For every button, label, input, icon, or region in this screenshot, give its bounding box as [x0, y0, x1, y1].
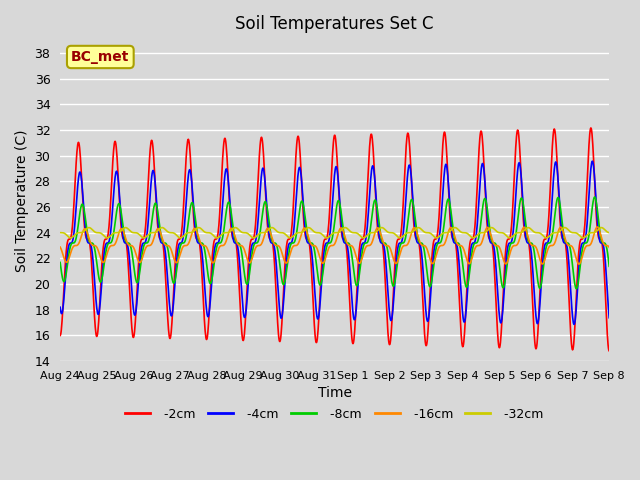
Title: Soil Temperatures Set C: Soil Temperatures Set C	[236, 15, 434, 33]
X-axis label: Time: Time	[317, 386, 351, 400]
Text: BC_met: BC_met	[71, 50, 129, 64]
Legend:  -2cm,  -4cm,  -8cm,  -16cm,  -32cm: -2cm, -4cm, -8cm, -16cm, -32cm	[120, 403, 549, 425]
Y-axis label: Soil Temperature (C): Soil Temperature (C)	[15, 130, 29, 272]
